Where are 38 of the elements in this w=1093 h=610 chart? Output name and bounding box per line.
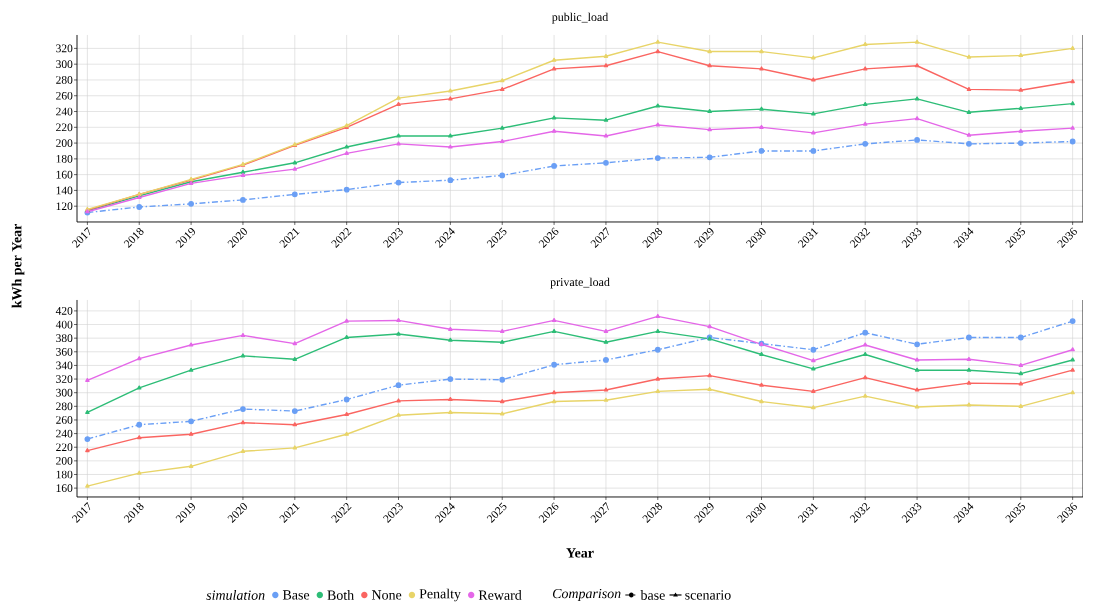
y-tick-label: 220 bbox=[56, 123, 73, 132]
chart-title: public_load bbox=[551, 12, 609, 24]
legend-label: Both bbox=[327, 590, 354, 600]
legend-label: Reward bbox=[478, 590, 522, 600]
y-tick-label: 140 bbox=[56, 186, 73, 195]
y-tick-label: 300 bbox=[56, 60, 73, 69]
legend-label: Penalty bbox=[419, 588, 461, 602]
y-tick-label: 340 bbox=[56, 361, 73, 370]
y-tick-label: 300 bbox=[56, 388, 73, 397]
x-axis-title: Year bbox=[566, 548, 594, 558]
y-tick-label: 260 bbox=[56, 416, 73, 424]
y-tick-label: 380 bbox=[56, 334, 73, 343]
text: Comparison bbox=[552, 588, 621, 602]
y-tick-label: 180 bbox=[56, 155, 73, 163]
y-tick-label: 420 bbox=[55, 307, 73, 315]
y-tick-label: 200 bbox=[56, 139, 73, 147]
y-tick-label: 200 bbox=[56, 457, 73, 465]
y-tick-label: 240 bbox=[56, 107, 73, 116]
y-tick-label: 160 bbox=[56, 484, 73, 492]
chart-title: private_load bbox=[550, 277, 610, 289]
legend-label: None bbox=[371, 590, 402, 600]
y-tick-label: 280 bbox=[56, 76, 73, 84]
text: base bbox=[640, 590, 665, 600]
y-tick-label: 320 bbox=[56, 375, 73, 383]
y-tick-label: 280 bbox=[56, 402, 73, 411]
y-tick-label: 160 bbox=[56, 170, 73, 179]
y-axis-title: kWh per Year bbox=[11, 224, 25, 308]
y-tick-label: 240 bbox=[56, 429, 73, 438]
y-tick-label: 400 bbox=[55, 320, 73, 329]
legend-label: Base bbox=[282, 590, 310, 600]
y-tick-label: 260 bbox=[56, 91, 73, 100]
legend-title: simulation bbox=[206, 590, 265, 600]
y-tick-label: 180 bbox=[56, 470, 73, 479]
y-tick-label: 360 bbox=[56, 347, 73, 356]
y-tick-label: 320 bbox=[56, 44, 73, 53]
y-tick-label: 220 bbox=[56, 443, 73, 452]
y-tick-label: 120 bbox=[56, 202, 73, 211]
text: scenario bbox=[685, 590, 731, 600]
